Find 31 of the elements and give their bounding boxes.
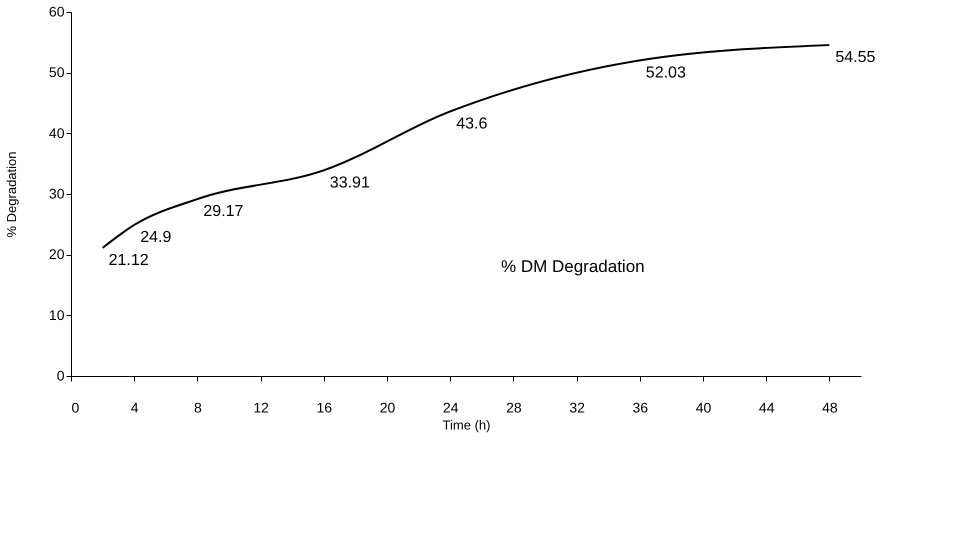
data-label: 33.91 [330, 174, 370, 192]
y-tick-label: 20 [48, 246, 65, 262]
data-label: 43.6 [456, 115, 488, 132]
y-tick-label: 30 [48, 186, 65, 202]
x-tick-label: 36 [632, 400, 648, 416]
x-tick-label: 0 [72, 400, 80, 416]
y-tick-label: 10 [48, 306, 65, 323]
data-label: 21.12 [108, 252, 149, 269]
x-tick-label: 32 [569, 400, 586, 416]
x-tick-label: 24 [442, 400, 459, 416]
y-axis-title: % Degradation [4, 152, 19, 238]
data-label: 52.03 [646, 64, 686, 82]
x-tick-label: 4 [130, 400, 139, 416]
y-tick-label: 50 [48, 64, 65, 80]
x-tick-label: 20 [380, 400, 396, 416]
x-tick-label: 8 [194, 400, 202, 416]
data-label: 29.17 [203, 203, 244, 220]
annotation: % DM Degradation [501, 257, 645, 276]
y-tick-label: 40 [48, 124, 65, 141]
y-tick-label: 60 [48, 4, 65, 20]
x-tick-label: 40 [696, 400, 712, 416]
x-tick-label: 44 [758, 400, 775, 416]
data-label: 24.9 [140, 228, 172, 246]
y-tick-label: 0 [56, 368, 65, 384]
x-tick-label: 12 [253, 400, 270, 416]
x-axis-title: Time (h) [442, 418, 490, 432]
x-tick-label: 16 [316, 400, 332, 416]
data-label: 54.55 [835, 49, 876, 66]
x-tick-label: 28 [506, 400, 522, 416]
line-series [102, 44, 830, 249]
x-tick-label: 48 [822, 400, 838, 416]
